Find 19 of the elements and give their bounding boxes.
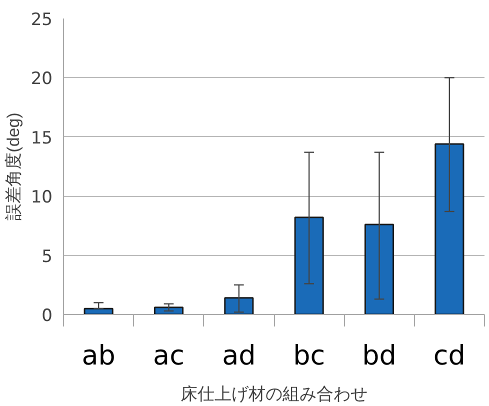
y-tick-label: 5: [42, 246, 53, 267]
x-axis-title: 床仕上げ材の組み合わせ: [180, 384, 368, 404]
bar: [294, 216, 324, 314]
y-tick-label: 20: [30, 69, 53, 90]
y-tick-label: 10: [30, 188, 53, 208]
bar: [224, 297, 254, 314]
bar: [154, 306, 184, 314]
bar: [364, 224, 394, 314]
x-tick-label: bd: [362, 340, 396, 372]
y-axis-title: 誤差角度(deg): [4, 112, 23, 220]
y-tick-label: 15: [30, 128, 53, 148]
x-tick-label: ac: [153, 340, 184, 372]
y-tick-label: 25: [30, 10, 53, 30]
x-tick-label: ad: [222, 340, 256, 372]
bar: [434, 143, 464, 314]
y-tick-label: 0: [42, 306, 53, 326]
x-tick-label: cd: [433, 340, 466, 372]
x-tick-label: bc: [293, 340, 326, 372]
x-tick-label: ab: [82, 340, 116, 372]
